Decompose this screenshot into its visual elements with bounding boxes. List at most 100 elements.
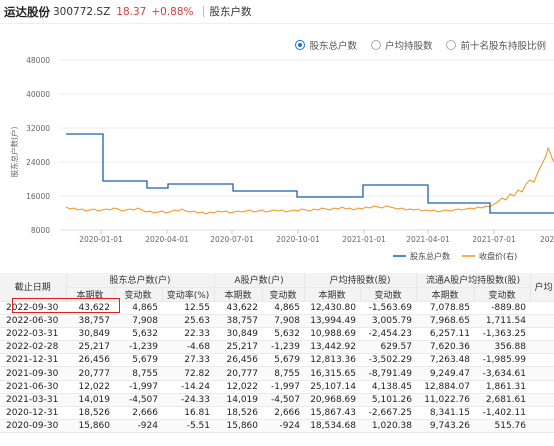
table-cell: 2,666 — [262, 406, 304, 421]
table-cell: -8,791.49 — [360, 366, 416, 381]
stock-change: +0.88% — [151, 5, 194, 18]
table-cell: 12,022 — [66, 380, 114, 394]
table-cell: 25,217 — [214, 340, 262, 355]
table-cell-date: 2022-09-30 — [0, 301, 66, 315]
table-cell: 9,743.26 — [416, 419, 474, 434]
table-row[interactable]: 2022-02-28 25,217 -1,239 -4.68 25,217 -1,239 1… — [0, 340, 554, 355]
table-cell: 5,101.26 — [360, 393, 416, 408]
table-cell: 18,526 — [66, 406, 114, 421]
table-row[interactable]: 2020-09-30 15,860 -924 -5.51 15,860 -924 18,53… — [0, 419, 554, 434]
x-tick-label: 2021 — [540, 235, 554, 244]
table-cell: 18,534.68 — [304, 419, 360, 434]
table-cell: 7,908 — [114, 314, 162, 328]
stock-price: 18.37 — [116, 5, 147, 18]
col-header[interactable]: 本期数 — [416, 287, 475, 302]
y-axis-label: 股东总户数(户) — [9, 127, 19, 178]
table-cell: -1,239 — [114, 340, 162, 355]
table-cell: 7,968.65 — [416, 314, 474, 328]
radio-label: 股东总户数 — [309, 41, 357, 52]
table-row[interactable]: 2020-12-31 18,526 2,666 16.81 18,526 2,666 15,… — [0, 406, 554, 421]
col-header-date[interactable]: 截止日期 — [0, 273, 67, 302]
table-row[interactable]: 2021-12-31 26,456 5,679 27.33 26,456 5,679 12,… — [0, 353, 554, 368]
table-cell: -4.68 — [162, 340, 214, 355]
table-cell-date: 2021-09-30 — [0, 366, 66, 381]
table-cell-date: 2022-06-30 — [0, 314, 66, 328]
table-cell: -1,985.99 — [474, 353, 530, 368]
table-cell: -14.24 — [162, 380, 214, 394]
header-divider — [202, 6, 204, 17]
radio-total-holders[interactable]: 股东总户数 — [295, 38, 357, 52]
col-header[interactable]: 变动数 — [262, 287, 305, 302]
table-cell: 14,019 — [66, 393, 114, 408]
col-header[interactable]: 变动数 — [360, 287, 417, 302]
y-axis: 48000 40000 32000 24000 16000 8000 — [26, 56, 554, 235]
table-cell: 38,757 — [66, 314, 114, 328]
col-header[interactable]: 本期数 — [66, 287, 115, 302]
table-cell-date: 2020-12-31 — [0, 406, 66, 421]
table-cell: 25,107.14 — [304, 380, 360, 394]
table-cell: 1,711.54 — [474, 314, 530, 328]
radio-unchecked-icon — [446, 40, 457, 50]
table-cell: 515.76 — [474, 419, 530, 434]
table-row[interactable]: 2021-06-30 12,022 -1,997 -14.24 12,022 -1,997… — [0, 380, 554, 394]
table-cell: 629.57 — [360, 340, 416, 355]
y-tick-label: 8000 — [31, 226, 50, 235]
x-tick-label: 2020-10-01 — [276, 235, 320, 244]
table-cell: 5,679 — [262, 353, 304, 368]
table-cell-date: 2021-12-31 — [0, 353, 66, 368]
table-cell: -4,507 — [262, 393, 304, 408]
table-row[interactable]: 2021-03-31 14,019 -4,507 -24.33 14,019 -4,507… — [0, 393, 554, 408]
table-cell: 72.82 — [162, 366, 214, 381]
table-row[interactable]: 2022-06-30 38,757 7,908 25.63 38,757 7,908 13,… — [0, 314, 554, 328]
table-cell: -1,239 — [262, 340, 304, 355]
table-cell: 7,908 — [262, 314, 304, 328]
stock-code: 300772.SZ — [53, 5, 111, 18]
table-cell: -924 — [262, 419, 304, 434]
y-tick-label: 32000 — [26, 124, 50, 133]
table-cell: 15,867.43 — [304, 406, 360, 421]
table-cell-date: 2020-09-30 — [0, 419, 66, 434]
table-cell: 25.63 — [162, 314, 214, 328]
x-tick-label: 2021-04-01 — [406, 235, 450, 244]
radio-checked-icon — [295, 40, 306, 50]
y-tick-label: 16000 — [26, 192, 50, 201]
table-sub-header-row: 本期数 变动数 变动率(%) 本期数 变动数 本期数 变动数 本期数 变动数 — [0, 287, 554, 302]
col-header[interactable]: 变动数 — [114, 287, 163, 302]
table-cell: 15,860 — [66, 419, 114, 434]
x-tick-label: 2020-01-01 — [79, 235, 123, 244]
table-cell — [530, 366, 554, 381]
col-header[interactable]: 本期数 — [304, 287, 361, 302]
table-row[interactable]: 2022-03-31 30,849 5,632 22.33 30,849 5,632 10,… — [0, 327, 554, 342]
x-tick-label: 2021-07-01 — [472, 235, 516, 244]
table-cell: 13,994.49 — [304, 314, 360, 328]
table-cell — [530, 419, 554, 434]
col-header[interactable]: 本期数 — [214, 287, 263, 302]
table-cell: 26,456 — [214, 353, 262, 368]
col-group-a-holders: A股户数(户) — [214, 273, 305, 288]
x-axis: 2020-01-01 2020-04-01 2020-07-01 2020-10… — [79, 230, 554, 244]
radio-top10-ratio[interactable]: 前十名股东持股比例 — [446, 38, 546, 52]
stock-name: 运达股份 — [4, 4, 50, 19]
table-cell: -3,502.29 — [360, 353, 416, 368]
table-cell: 4,865 — [114, 301, 162, 315]
table-cell: 14,019 — [214, 393, 262, 408]
shareholder-table: 截止日期 股东总户数(户) A股户数(户) 户均持股数(股) 流通A股户均持股数… — [0, 273, 554, 434]
table-cell — [530, 301, 554, 315]
x-tick-label: 2021-01-01 — [342, 235, 386, 244]
table-cell: 5,632 — [114, 327, 162, 342]
table-cell — [530, 353, 554, 368]
table-cell: 4,138.45 — [360, 380, 416, 394]
y-tick-label: 40000 — [26, 90, 50, 99]
col-header[interactable]: 变动率(%) — [162, 287, 215, 302]
table-cell: 3,005.79 — [360, 314, 416, 328]
radio-avg-holding[interactable]: 户均持股数 — [370, 38, 432, 52]
table-row[interactable]: 2022-09-30 43,622 4,865 12.55 43,622 4,865 12,… — [0, 301, 554, 315]
chart-legend: 股东总户数 收盘价(右) — [393, 251, 517, 261]
table-cell: -889.80 — [474, 301, 530, 315]
col-header[interactable]: 变动数 — [474, 287, 531, 302]
col-group-float-avg-holding: 流通A股户均持股数(股) — [416, 273, 531, 288]
table-row[interactable]: 2021-09-30 20,777 8,755 72.82 20,777 8,755 16,… — [0, 366, 554, 381]
table-cell: 20,777 — [66, 366, 114, 381]
table-cell: 6,257.11 — [416, 327, 474, 342]
table-cell-date: 2022-02-28 — [0, 340, 66, 355]
